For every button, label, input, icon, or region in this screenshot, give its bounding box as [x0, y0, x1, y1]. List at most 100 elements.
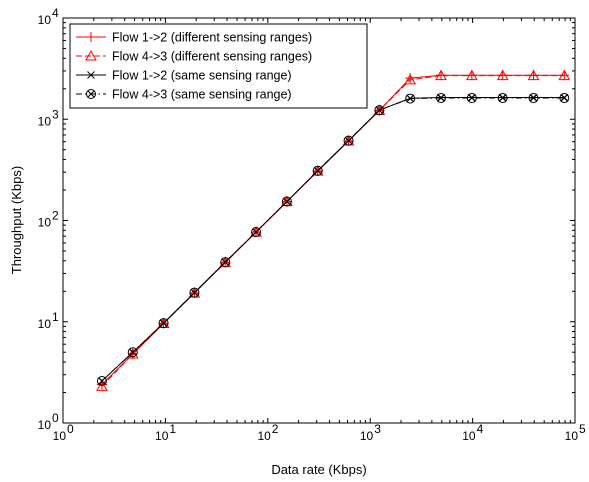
x-tick-label: 10 4 [462, 422, 483, 443]
y-tick-label-base: 10 [38, 317, 52, 331]
x-tick-label: 10 5 [565, 422, 586, 443]
marker-stroke [87, 90, 95, 98]
marker-shape [374, 105, 385, 116]
marker-shape [496, 69, 509, 81]
legend-label: Flow 1->2 (same sensing range) [112, 69, 292, 83]
data-point [127, 347, 138, 358]
data-point [281, 196, 292, 207]
legend-entry: Flow 4->3 (different sensing ranges) [76, 50, 312, 64]
y-axis-label: Throughput (Kbps) [9, 166, 24, 274]
x-tick-label-exponent: 0 [67, 422, 74, 436]
marker-stroke [437, 94, 445, 102]
marker-stroke [252, 228, 260, 236]
data-point [436, 93, 447, 104]
y-tick-label-exponent: 4 [52, 6, 59, 20]
x-tick-label: 10 0 [53, 422, 74, 443]
marker-shape [404, 73, 417, 85]
data-point [220, 257, 231, 268]
data-point [404, 73, 417, 85]
data-point [312, 165, 323, 176]
x-tick-label: 10 3 [360, 422, 381, 443]
series-line [101, 97, 565, 382]
y-tick-label-base: 10 [38, 418, 52, 432]
marker-shape [343, 135, 354, 146]
x-tick-label-exponent: 4 [477, 422, 484, 436]
y-tick-label: 10 0 [38, 411, 59, 432]
marker-shape [528, 93, 539, 104]
y-tick-label: 10 1 [38, 310, 59, 331]
y-tick-label-base: 10 [38, 114, 52, 128]
marker-shape [465, 69, 478, 81]
data-point [496, 69, 509, 81]
x-tick-label-exponent: 2 [272, 422, 279, 436]
marker-shape [158, 318, 169, 329]
data-point [343, 135, 354, 146]
y-tick-label: 10 4 [38, 6, 59, 27]
legend-label: Flow 4->3 (different sensing ranges) [112, 50, 312, 64]
data-point [497, 93, 508, 104]
x-tick-label-base: 10 [360, 429, 374, 443]
marker-stroke [129, 348, 137, 356]
y-tick-label: 10 3 [38, 107, 59, 128]
marker-shape [85, 49, 97, 61]
marker-stroke [376, 106, 383, 114]
data-point [528, 93, 539, 104]
marker-stroke [283, 198, 291, 205]
marker-stroke [191, 289, 198, 296]
legend-swatch-marker [87, 71, 95, 79]
x-tick-label-exponent: 5 [579, 422, 586, 436]
legend-entry: Flow 4->3 (same sensing range) [76, 88, 292, 102]
y-tick-label-exponent: 2 [52, 209, 59, 223]
y-tick-label-base: 10 [38, 216, 52, 230]
series-layer [96, 69, 571, 391]
marker-shape [127, 347, 138, 358]
x-tick-label-base: 10 [462, 429, 476, 443]
y-tick-label-exponent: 3 [52, 107, 59, 121]
legend-swatch-marker [86, 32, 96, 42]
marker-stroke [221, 258, 229, 266]
marker-shape [126, 347, 139, 359]
marker-shape [559, 93, 570, 104]
x-axis-label: Data rate (Kbps) [271, 462, 366, 477]
data-point [158, 318, 169, 329]
plot-frame [62, 17, 576, 424]
marker-shape [96, 380, 108, 391]
marker-shape [405, 93, 416, 104]
series-4 [96, 93, 570, 386]
marker-shape [220, 257, 231, 268]
y-tick-label: 10 2 [38, 209, 59, 230]
marker-shape [251, 226, 262, 237]
marker-stroke [314, 167, 322, 175]
marker-stroke [87, 71, 95, 79]
legend-label: Flow 1->2 (different sensing ranges) [112, 31, 312, 45]
data-point [374, 105, 385, 116]
marker-stroke [345, 137, 352, 144]
legend-box [69, 23, 368, 109]
data-point [96, 375, 107, 386]
tick-labels-layer: 10 0 10 1 10 2 10 3 10 4 10 510 010 110 210 310 4 [38, 6, 586, 443]
marker-shape [86, 89, 96, 99]
data-point [466, 93, 477, 104]
data-point [558, 69, 571, 81]
legend: Flow 1->2 (different sensing ranges) Flow… [69, 23, 368, 109]
marker-shape [281, 196, 292, 207]
legend-swatch-marker [85, 49, 97, 61]
x-tick-label-base: 10 [565, 429, 579, 443]
x-tick-label-base: 10 [53, 429, 67, 443]
marker-shape [312, 165, 323, 176]
y-tick-label-base: 10 [38, 13, 52, 27]
x-tick-label: 10 1 [155, 422, 176, 443]
marker-stroke [160, 319, 167, 327]
data-point [126, 347, 139, 359]
marker-stroke [98, 377, 106, 385]
data-point [251, 226, 262, 237]
marker-stroke [406, 95, 414, 102]
marker-stroke [560, 94, 568, 102]
marker-shape [497, 93, 508, 104]
data-point [96, 380, 108, 391]
x-tick-label-exponent: 1 [169, 422, 176, 436]
x-tick-label: 10 2 [257, 422, 278, 443]
marker-shape [435, 69, 447, 81]
marker-stroke [530, 94, 537, 102]
